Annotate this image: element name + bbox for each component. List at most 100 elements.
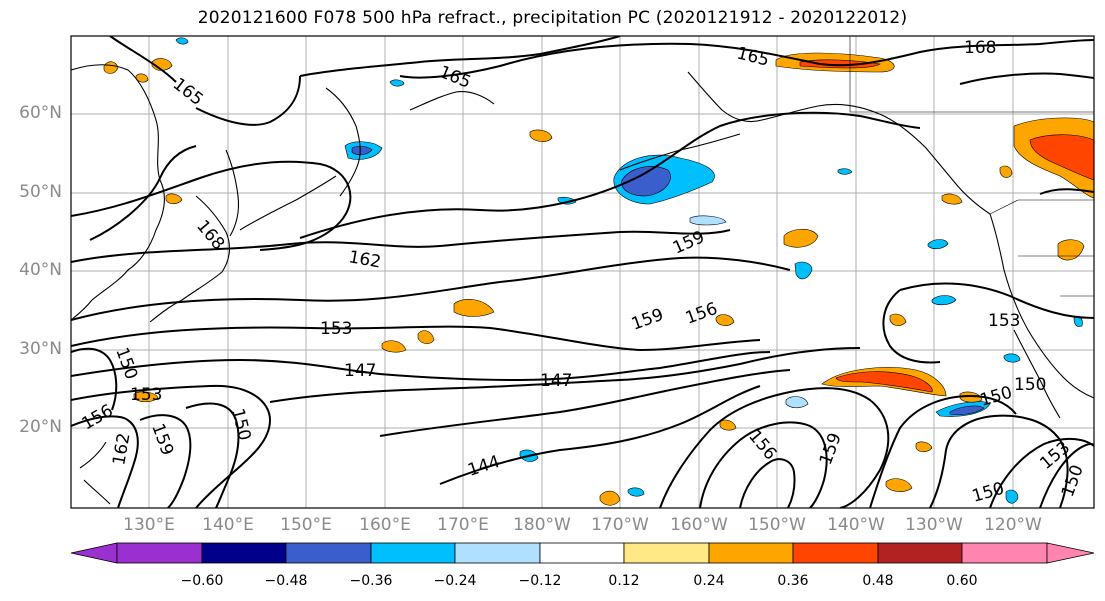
negative-anomaly-patch bbox=[627, 487, 645, 497]
alaska-coastline bbox=[687, 71, 991, 215]
longitude-label: 150°W bbox=[748, 515, 806, 535]
bering-coastline bbox=[409, 91, 495, 111]
positive-anomaly-patch bbox=[783, 228, 819, 248]
longitude-label: 120°W bbox=[984, 515, 1042, 535]
borders bbox=[849, 36, 1094, 297]
colorbar-tick-label: −0.12 bbox=[518, 573, 562, 589]
negative-anomaly-patch bbox=[389, 79, 405, 87]
positive-anomaly-patch bbox=[133, 391, 159, 403]
positive-anomaly-patch bbox=[453, 299, 495, 317]
negative-anomaly-patch bbox=[794, 261, 813, 280]
contour-label: 147 bbox=[540, 371, 572, 391]
contour-label: 153 bbox=[320, 319, 352, 339]
positive-anomaly-patch bbox=[889, 313, 907, 326]
positive-anomaly-patch bbox=[165, 193, 183, 205]
colorbar-tick-label: 0.48 bbox=[862, 573, 894, 589]
colorbar-segment bbox=[116, 542, 203, 564]
contour-label: 147 bbox=[344, 361, 376, 381]
contour-line bbox=[1039, 188, 1094, 195]
longitude-label: 180°W bbox=[513, 515, 571, 535]
colorbar-tick-label: 0.36 bbox=[777, 573, 809, 589]
kurils bbox=[239, 175, 337, 231]
positive-anomaly-patch bbox=[529, 129, 553, 142]
positive-anomaly-patch bbox=[417, 330, 435, 344]
longitude-label: 130°W bbox=[905, 515, 963, 535]
colorbar-segment bbox=[285, 542, 372, 564]
contour-line bbox=[379, 369, 791, 437]
positive-anomaly-patch bbox=[941, 193, 963, 205]
contour-line bbox=[71, 325, 761, 352]
colorbar-segment bbox=[623, 542, 710, 564]
colorbar-segment bbox=[454, 542, 541, 564]
negative-anomaly-patch bbox=[927, 239, 949, 250]
coastlines bbox=[71, 64, 1094, 505]
contour-line bbox=[71, 415, 139, 508]
positive-anomaly-patch bbox=[599, 490, 621, 506]
map-frame bbox=[70, 35, 1095, 509]
contour-line bbox=[959, 72, 1094, 85]
contour-label: 153 bbox=[130, 385, 162, 405]
contour-line bbox=[71, 351, 771, 382]
colorbar-extend-low bbox=[70, 542, 118, 564]
latitude-label: 30°N bbox=[19, 339, 62, 359]
colorbar-tick-label: −0.60 bbox=[180, 573, 224, 589]
positive-anomaly-patch bbox=[1029, 134, 1094, 181]
colorbar bbox=[70, 542, 1095, 564]
colorbar-segment bbox=[708, 542, 794, 564]
positive-anomaly-patch bbox=[885, 478, 913, 492]
longitude-label: 150°E bbox=[280, 515, 332, 535]
contour-line bbox=[185, 402, 240, 508]
contour-line bbox=[659, 387, 890, 508]
colorbar-segment bbox=[792, 542, 879, 564]
positive-anomaly-patch bbox=[799, 59, 881, 69]
negative-anomaly-patch bbox=[621, 166, 671, 197]
gridlines bbox=[71, 36, 1094, 508]
contour-line bbox=[739, 458, 796, 508]
positive-anomaly-patch bbox=[835, 371, 933, 393]
colorbar-segment bbox=[370, 542, 456, 564]
positive-anomaly-patch bbox=[719, 419, 737, 431]
contour-line bbox=[269, 347, 861, 403]
longitude-label: 160°E bbox=[359, 515, 411, 535]
colorbar-extend-high bbox=[1046, 542, 1095, 564]
contour-line bbox=[882, 289, 941, 364]
colorbar-tick-label: 0.24 bbox=[693, 573, 725, 589]
latitude-label: 40°N bbox=[19, 260, 62, 280]
contour-line bbox=[699, 421, 828, 508]
contour-line bbox=[689, 39, 1094, 67]
contour-line bbox=[399, 42, 691, 79]
negative-anomaly-patch bbox=[1003, 353, 1021, 363]
positive-anomaly-patch bbox=[1057, 239, 1085, 261]
contour-line bbox=[71, 256, 791, 321]
longitude-label: 170°E bbox=[437, 515, 489, 535]
negative-anomaly-patch bbox=[689, 215, 727, 226]
north-america-coastline bbox=[989, 213, 1094, 399]
latitude-label: 60°N bbox=[19, 103, 62, 123]
positive-anomaly-patch bbox=[915, 441, 933, 453]
positive-anomaly-patch bbox=[959, 391, 983, 403]
positive-anomaly-patch bbox=[715, 314, 735, 326]
longitude-label: 170°W bbox=[591, 515, 649, 535]
positive-anomaly-patch bbox=[381, 340, 407, 353]
colorbar-tick-label: −0.36 bbox=[349, 573, 393, 589]
contour-line bbox=[299, 111, 921, 239]
contour-line bbox=[989, 438, 1094, 508]
kamchatka-coastline bbox=[325, 87, 361, 197]
contour-line bbox=[899, 282, 1094, 319]
baja-coastline bbox=[1013, 329, 1061, 419]
negative-anomaly-patch bbox=[837, 168, 853, 175]
contour-line bbox=[71, 229, 731, 263]
refractivity-contours bbox=[71, 36, 1094, 508]
longitude-label: 140°W bbox=[827, 515, 885, 535]
colorbar-tick-label: −0.48 bbox=[264, 573, 308, 589]
japan-coastline bbox=[149, 195, 231, 323]
precip-anomaly-patches bbox=[103, 37, 1094, 506]
contour-label: 150 bbox=[1014, 375, 1046, 395]
contour-line bbox=[299, 36, 621, 77]
sakhalin-coastline bbox=[225, 149, 240, 237]
negative-anomaly-patch bbox=[785, 396, 809, 409]
taiwan-philippines bbox=[79, 441, 111, 505]
latitude-label: 50°N bbox=[19, 182, 62, 202]
colorbar-segment bbox=[539, 542, 625, 564]
contour-line bbox=[109, 36, 177, 83]
